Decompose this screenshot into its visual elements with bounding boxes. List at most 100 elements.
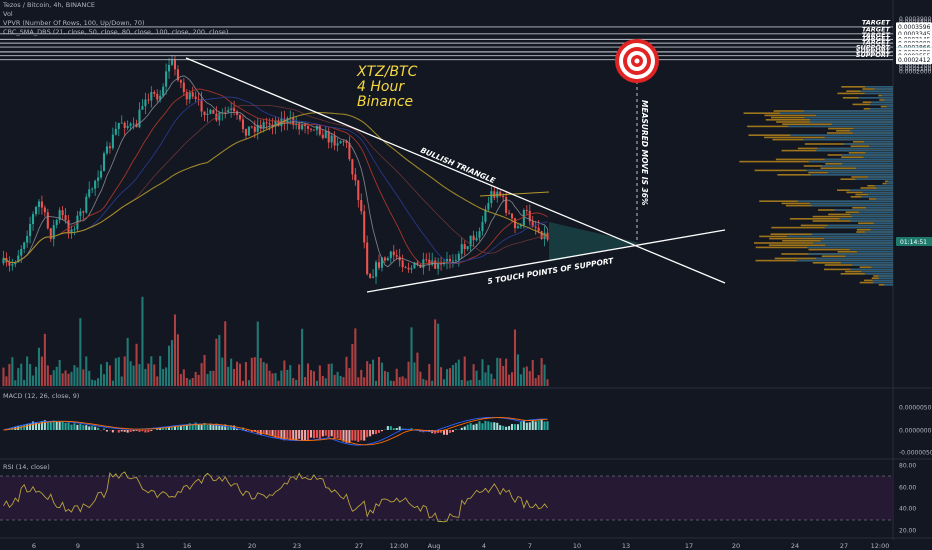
volume-bar — [236, 361, 239, 386]
volume-bar — [280, 370, 283, 386]
volume-bar — [61, 373, 64, 386]
macd-histogram-bar — [73, 423, 76, 430]
candle-body — [209, 109, 212, 114]
candle-body — [8, 262, 11, 266]
vpvr-row-buy — [869, 103, 893, 106]
candle-body — [425, 259, 428, 261]
volume-bar — [496, 357, 499, 386]
macd-histogram-bar — [259, 430, 262, 435]
vpvr-row-buy — [786, 235, 893, 238]
volume-bar — [8, 363, 11, 386]
volume-bar — [238, 363, 242, 386]
macd-histogram-bar — [185, 424, 188, 430]
symbol-title[interactable]: Tezos / Bitcoin, 4h, BINANCE — [3, 1, 95, 9]
volume-bar — [212, 370, 215, 386]
macd-histogram-bar — [55, 421, 58, 430]
macd-histogram-bar — [70, 424, 73, 430]
rsi-legend[interactable]: RSI (14, close) — [3, 463, 50, 471]
macd-histogram-bar — [29, 423, 32, 430]
vpvr-row-buy — [827, 171, 893, 174]
candle-body — [472, 235, 475, 241]
vpvr-row-buy — [864, 231, 893, 233]
macd-histogram-bar — [194, 422, 197, 430]
candle-body — [179, 80, 182, 83]
macd-histogram-bar — [94, 426, 97, 430]
macd-tick-label: -0.0000050 — [899, 450, 932, 457]
time-tick-label: 17 — [685, 542, 693, 550]
sma-legend[interactable]: CBC_SMA_DRS (21, close, 50, close, 80, c… — [3, 28, 229, 36]
macd-histogram-bar — [333, 430, 336, 439]
volume-bar — [392, 380, 395, 386]
candle-body — [97, 177, 100, 181]
candle-body — [505, 197, 508, 213]
candle-body — [277, 120, 280, 127]
candle-body — [123, 122, 126, 128]
macd-histogram-bar — [147, 430, 150, 433]
candle-body — [105, 146, 108, 154]
candles-layer — [2, 55, 549, 285]
candle-body — [487, 203, 490, 210]
annotation-title-line: 4 Hour — [357, 79, 405, 95]
macd-histogram-bar — [224, 424, 227, 430]
candle-body — [339, 141, 342, 144]
candle-body — [17, 255, 20, 263]
candle-body — [14, 262, 17, 265]
macd-histogram-bar — [126, 430, 129, 433]
macd-histogram-bar — [236, 428, 239, 430]
time-tick-label: 27 — [355, 542, 363, 550]
volume-legend[interactable]: Vol — [3, 10, 13, 18]
volume-bar — [176, 334, 179, 386]
macd-histogram-bar — [443, 430, 446, 435]
volume-bar — [398, 377, 401, 386]
candle-body — [348, 142, 351, 160]
volume-bar — [499, 358, 502, 386]
vpvr-row-buy — [873, 222, 893, 224]
candle-body — [274, 120, 277, 127]
volume-bar — [395, 368, 398, 386]
volume-bar — [360, 369, 363, 386]
annotation-title-line: XTZ/BTC — [356, 64, 418, 80]
vpvr-legend[interactable]: VPVR (Number Of Rows, 100, Up/Down, 70) — [3, 19, 145, 27]
candle-body — [312, 129, 315, 131]
candle-body — [191, 92, 194, 97]
candle-body — [434, 260, 437, 269]
vpvr-row-buy — [849, 189, 893, 191]
level-tag: TARGET — [862, 31, 891, 39]
candle-body — [247, 126, 250, 136]
vpvr-row-buy — [811, 233, 893, 235]
volume-layer — [2, 296, 549, 386]
macd-histogram-bar — [339, 430, 342, 440]
candle-body — [327, 131, 330, 143]
macd-histogram-bar — [315, 430, 318, 438]
vpvr-row-buy — [850, 268, 893, 271]
macd-histogram-bar — [445, 430, 449, 435]
candle-body — [481, 221, 484, 232]
volume-bar — [522, 367, 525, 386]
volume-bar — [490, 373, 493, 386]
macd-histogram-bar — [537, 420, 540, 430]
vpvr-row-buy — [809, 202, 893, 205]
vpvr-row-buy — [866, 207, 893, 209]
volume-bar — [431, 380, 434, 386]
vpvr-row-buy — [844, 143, 893, 145]
candle-body — [206, 113, 209, 116]
macd-histogram-bar — [203, 422, 206, 430]
vpvr-row-buy — [855, 178, 893, 180]
volume-bar — [351, 344, 354, 386]
price-level-text: 0.0003345 — [898, 31, 931, 38]
candle-body — [546, 232, 549, 240]
vpvr-row-buy — [811, 204, 893, 207]
vpvr-layer — [739, 86, 893, 286]
price-level-text: 0.0003596 — [898, 24, 931, 31]
candle-body — [233, 108, 236, 112]
candle-body — [23, 242, 26, 249]
candle-body — [395, 255, 398, 257]
candle-body — [37, 201, 40, 207]
volume-bar — [34, 366, 38, 386]
macd-histogram-bar — [508, 426, 511, 430]
macd-histogram-bar — [496, 422, 499, 430]
macd-legend[interactable]: MACD (12, 26, close, 9) — [3, 392, 80, 400]
vpvr-row-buy — [873, 281, 893, 284]
